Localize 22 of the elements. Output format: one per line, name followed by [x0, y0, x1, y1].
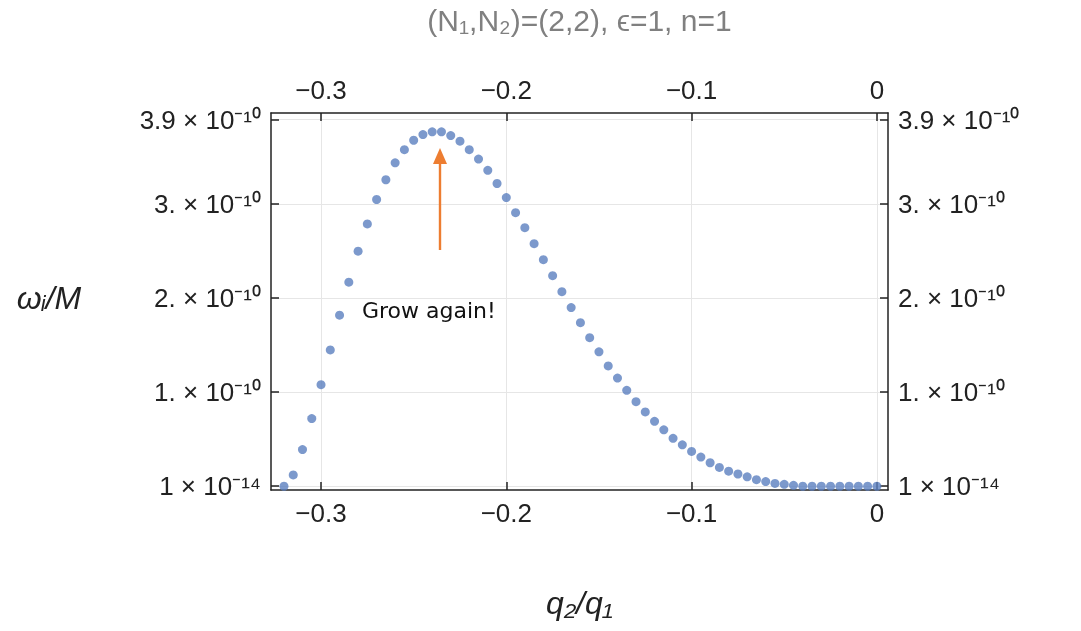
x-tick-label: −0.3 — [295, 75, 347, 105]
y2-tick-label: 3. × 10⁻¹⁰ — [898, 189, 1005, 220]
y2-tick-label: 3.9 × 10⁻¹⁰ — [898, 104, 1020, 135]
y2-tick-label: 1. × 10⁻¹⁰ — [898, 377, 1005, 408]
y-tick-label: 3.9 × 10⁻¹⁰ — [139, 104, 261, 135]
x2-tick-label: 0 — [869, 498, 885, 528]
annotation: Grow again! — [362, 298, 496, 323]
x-axis-title: q₂/q₁ — [545, 585, 614, 622]
x-tick-label: −0.1 — [665, 75, 718, 105]
y-tick-label: 3. × 10⁻¹⁰ — [154, 189, 261, 220]
y-tick-label: 2. × 10⁻¹⁰ — [154, 283, 261, 314]
y2-tick-label: 2. × 10⁻¹⁰ — [898, 283, 1005, 314]
y-tick-label: 1 × 10⁻¹⁴ — [159, 471, 261, 502]
chart-title: (N₁,N₂)=(2,2), ϵ=1, n=1 — [426, 4, 733, 38]
x2-tick-label: −0.2 — [480, 498, 532, 528]
x-tick-label: 0 — [869, 75, 885, 105]
y-axis-title: ωᵢ/M — [15, 280, 83, 317]
x2-tick-label: −0.1 — [665, 498, 718, 528]
y-tick-label: 1. × 10⁻¹⁰ — [154, 377, 261, 408]
x-tick-label: −0.2 — [480, 75, 532, 105]
x2-tick-label: −0.3 — [295, 498, 347, 528]
y2-tick-label: 1 × 10⁻¹⁴ — [898, 471, 1000, 502]
